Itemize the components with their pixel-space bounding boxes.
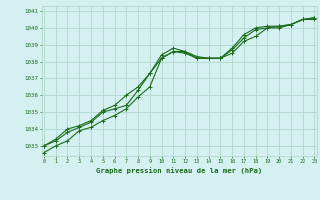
X-axis label: Graphe pression niveau de la mer (hPa): Graphe pression niveau de la mer (hPa) xyxy=(96,167,262,174)
